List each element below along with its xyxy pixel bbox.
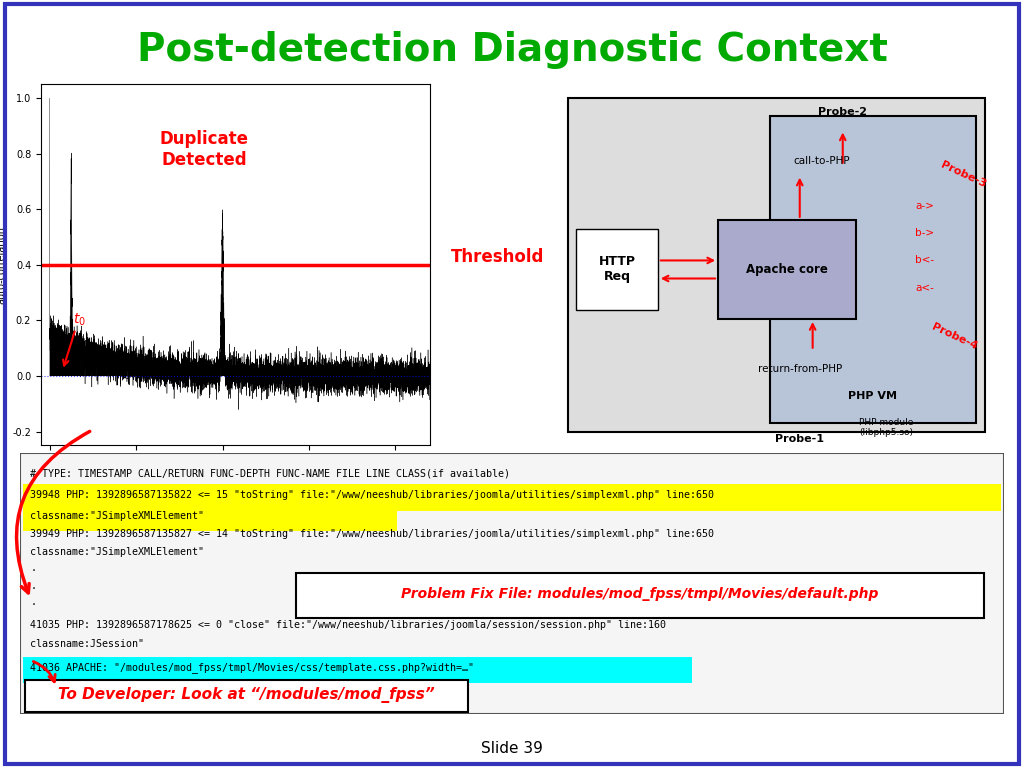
- Text: classname:JSession": classname:JSession": [31, 638, 144, 648]
- Text: # TYPE: TIMESTAMP CALL/RETURN FUNC-DEPTH FUNC-NAME FILE LINE CLASS(if available): # TYPE: TIMESTAMP CALL/RETURN FUNC-DEPTH…: [31, 468, 510, 478]
- Text: .: .: [31, 563, 36, 573]
- Text: 39948 PHP: 1392896587135822 <= 15 "toString" file:"/www/neeshub/libraries/joomla: 39948 PHP: 1392896587135822 <= 15 "toStr…: [31, 490, 715, 500]
- X-axis label: Lag: Lag: [224, 471, 247, 484]
- Text: Problem Fix File: modules/mod_fpss/tmpl/Movies/default.php: Problem Fix File: modules/mod_fpss/tmpl/…: [401, 587, 879, 601]
- Text: Probe-3: Probe-3: [939, 160, 987, 190]
- Text: Duplicate
Detected: Duplicate Detected: [160, 130, 249, 169]
- Bar: [24, 505, 397, 531]
- Text: .: .: [31, 581, 36, 591]
- Text: HTTP
Req: HTTP Req: [598, 256, 636, 283]
- Text: Post-detection Diagnostic Context: Post-detection Diagnostic Context: [136, 31, 888, 69]
- Text: To Developer: Look at “/modules/mod_fpss”: To Developer: Look at “/modules/mod_fpss…: [58, 687, 435, 703]
- Text: a->: a->: [915, 201, 934, 211]
- Text: return-from-PHP: return-from-PHP: [758, 364, 842, 374]
- Text: 41036 APACHE: "/modules/mod_fpss/tmpl/Movies/css/template.css.php?width=…": 41036 APACHE: "/modules/mod_fpss/tmpl/Mo…: [31, 662, 474, 673]
- Text: Threshold: Threshold: [451, 248, 544, 266]
- Bar: [770, 116, 976, 423]
- Text: 41035 PHP: 1392896587178625 <= 0 "close" file:"/www/neeshub/libraries/joomla/ses: 41035 PHP: 1392896587178625 <= 0 "close"…: [31, 621, 667, 631]
- Bar: [577, 229, 657, 310]
- Text: 39949 PHP: 1392896587135827 <= 14 "toString" file:"/www/neeshub/libraries/joomla: 39949 PHP: 1392896587135827 <= 14 "toStr…: [31, 529, 715, 539]
- Text: Probe-4: Probe-4: [930, 323, 979, 352]
- Bar: [24, 657, 692, 683]
- Text: PHP module
(libphp5.so): PHP module (libphp5.so): [858, 418, 913, 437]
- Text: a<-: a<-: [915, 283, 934, 293]
- Text: b<-: b<-: [914, 256, 934, 266]
- Text: $t_0$: $t_0$: [74, 311, 86, 328]
- Text: call-to-PHP: call-to-PHP: [793, 156, 850, 166]
- Text: classname:"JSimpleXMLElement": classname:"JSimpleXMLElement": [31, 511, 205, 521]
- Text: PHP VM: PHP VM: [848, 391, 897, 401]
- Bar: [296, 573, 984, 617]
- Y-axis label: auto-correlation: auto-correlation: [0, 226, 7, 304]
- Text: Slide 39: Slide 39: [481, 741, 543, 756]
- Text: b->: b->: [914, 228, 934, 238]
- Text: Apache core: Apache core: [745, 263, 827, 276]
- Bar: [24, 485, 1000, 511]
- Bar: [26, 680, 468, 712]
- Text: classname:"JSimpleXMLElement": classname:"JSimpleXMLElement": [31, 547, 205, 557]
- Text: Probe-2: Probe-2: [818, 107, 867, 117]
- Text: Probe-1: Probe-1: [775, 434, 824, 444]
- Text: .: .: [31, 597, 36, 607]
- Bar: [718, 220, 856, 319]
